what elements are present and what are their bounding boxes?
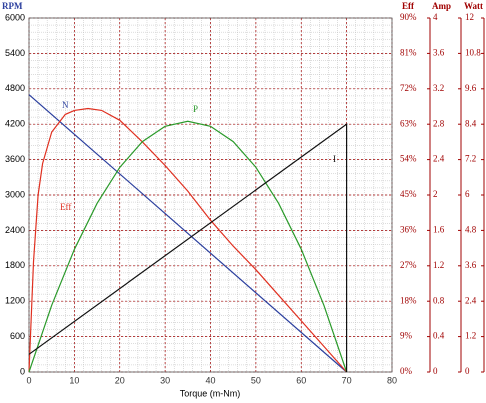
series-line bbox=[28, 94, 347, 373]
y2-tick-label: 0% bbox=[400, 366, 413, 376]
y2-tick-label: 27% bbox=[400, 260, 417, 270]
y3-tick-label: 3.2 bbox=[433, 83, 444, 93]
y4-tick-label: 0 bbox=[465, 366, 470, 376]
y-tick-label: 6000 bbox=[5, 12, 25, 22]
y4-tick-label: 3.6 bbox=[465, 260, 477, 270]
plot-border bbox=[28, 17, 393, 373]
y4-tick-label: 7.2 bbox=[465, 154, 476, 164]
y3-axis-label: Amp bbox=[432, 1, 451, 11]
series-label: N bbox=[62, 100, 69, 110]
series-label: I bbox=[333, 154, 336, 164]
y-tick-label: 5400 bbox=[5, 48, 25, 58]
y3-tick-label: 1.2 bbox=[433, 260, 444, 270]
y3-tick-label: 3.6 bbox=[433, 47, 445, 57]
y2-tick-label: 72% bbox=[400, 83, 417, 93]
x-tick-label: 10 bbox=[69, 375, 79, 385]
y-tick-label: 4200 bbox=[5, 119, 25, 129]
y2-tick-label: 9% bbox=[400, 331, 413, 341]
y-tick-label: 1800 bbox=[5, 260, 25, 270]
y2-tick-label: 36% bbox=[400, 224, 417, 234]
y-axis-label: RPM bbox=[2, 1, 23, 11]
series-label: P bbox=[193, 104, 198, 114]
y3-tick-label: 2 bbox=[433, 189, 438, 199]
y3-tick-label: 2.4 bbox=[433, 154, 445, 164]
y4-tick-label: 2.4 bbox=[465, 295, 477, 305]
y2-tick-label: 45% bbox=[400, 189, 417, 199]
x-tick-label: 20 bbox=[115, 375, 125, 385]
y2-tick-label: 54% bbox=[400, 154, 417, 164]
x-tick-label: 30 bbox=[160, 375, 170, 385]
y3-tick-label: 0.4 bbox=[433, 331, 445, 341]
y4-tick-label: 9.6 bbox=[465, 83, 477, 93]
x-tick-label: 0 bbox=[26, 375, 31, 385]
y-tick-label: 1200 bbox=[5, 296, 25, 306]
y2-tick-label: 18% bbox=[400, 295, 417, 305]
y4-tick-label: 6 bbox=[465, 189, 470, 199]
y2-tick-label: 63% bbox=[400, 118, 417, 128]
series-label: Eff bbox=[60, 202, 71, 212]
y-tick-label: 0 bbox=[20, 366, 25, 376]
y4-tick-label: 12 bbox=[465, 12, 474, 22]
y-tick-label: 600 bbox=[10, 331, 25, 341]
y3-tick-label: 4 bbox=[433, 12, 438, 22]
x-tick-label: 50 bbox=[251, 375, 261, 385]
x-tick-label: 60 bbox=[296, 375, 306, 385]
y-tick-label: 3000 bbox=[5, 189, 25, 199]
y-tick-label: 4800 bbox=[5, 83, 25, 93]
x-tick-label: 40 bbox=[205, 375, 215, 385]
y4-tick-label: 1.2 bbox=[465, 331, 476, 341]
y4-tick-label: 10.8 bbox=[465, 47, 481, 57]
y-tick-label: 3600 bbox=[5, 154, 25, 164]
y2-tick-label: 90% bbox=[400, 12, 417, 22]
y4-tick-label: 4.8 bbox=[465, 224, 477, 234]
series-line bbox=[28, 107, 348, 373]
series-line bbox=[28, 123, 348, 372]
y3-tick-label: 0 bbox=[433, 366, 438, 376]
y4-tick-label: 8.4 bbox=[465, 118, 477, 128]
x-axis-label: Torque (m-Nm) bbox=[180, 388, 241, 398]
series-line bbox=[28, 120, 348, 373]
y2-axis-label: Eff bbox=[402, 1, 415, 11]
y-tick-label: 2400 bbox=[5, 225, 25, 235]
x-tick-label: 80 bbox=[387, 375, 397, 385]
y2-tick-label: 81% bbox=[400, 47, 417, 57]
x-tick-label: 70 bbox=[342, 375, 352, 385]
y3-tick-label: 1.6 bbox=[433, 224, 445, 234]
y3-tick-label: 2.8 bbox=[433, 118, 445, 128]
y4-axis-label: Watt bbox=[464, 1, 483, 11]
y3-tick-label: 0.8 bbox=[433, 295, 445, 305]
